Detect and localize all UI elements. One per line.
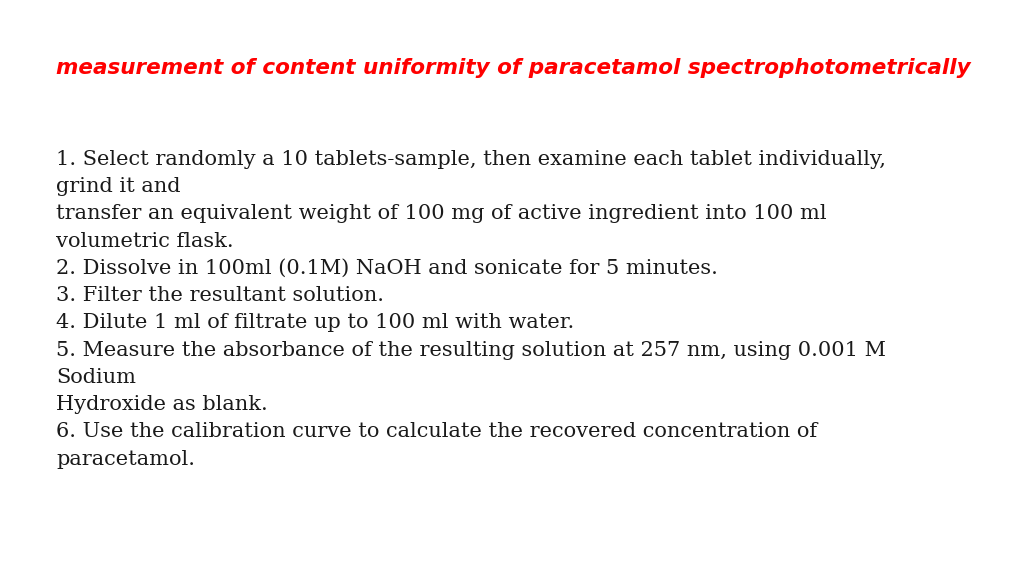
Text: measurement of content uniformity of paracetamol spectrophotometrically: measurement of content uniformity of par… [56,58,971,78]
Text: 1. Select randomly a 10 tablets-sample, then examine each tablet individually,
g: 1. Select randomly a 10 tablets-sample, … [56,150,886,468]
